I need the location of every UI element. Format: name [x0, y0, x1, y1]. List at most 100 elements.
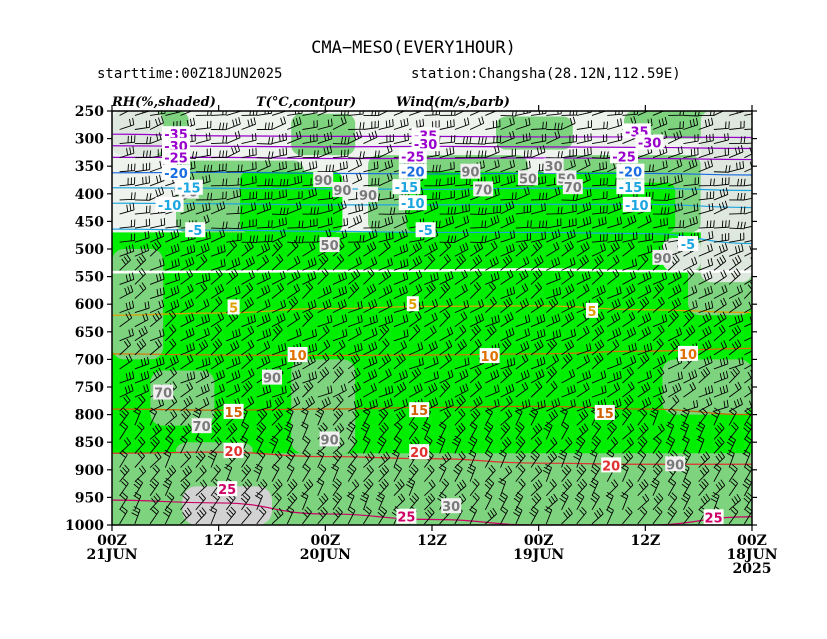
wind-barb	[149, 287, 165, 299]
wind-barb	[256, 408, 268, 426]
wind-barb	[683, 256, 698, 271]
rh-label-box	[441, 498, 462, 514]
wind-barb	[317, 396, 331, 412]
wind-barb	[363, 150, 380, 159]
wind-barb	[180, 111, 193, 116]
wind-barb	[667, 297, 682, 313]
wind-barb	[119, 202, 135, 215]
wind-barb	[348, 300, 363, 314]
wind-barb	[728, 478, 738, 496]
wind-barb	[226, 111, 242, 116]
wind-barb	[271, 270, 286, 285]
wind-barb	[134, 162, 151, 173]
wind-barb	[485, 159, 500, 173]
wind-barb	[728, 397, 743, 412]
wind-barb	[424, 464, 435, 482]
wind-barb	[637, 506, 648, 525]
wind-barb	[165, 299, 180, 314]
wind-barb	[195, 327, 210, 342]
wind-barb	[546, 329, 562, 342]
wind-barb	[622, 311, 636, 328]
wind-barb	[347, 240, 361, 257]
wind-barb	[180, 283, 194, 299]
wind-barb	[667, 506, 677, 525]
wind-barb	[469, 478, 480, 497]
wind-barb	[500, 116, 515, 130]
wind-barb	[607, 216, 622, 229]
wind-barb	[378, 144, 393, 159]
wind-barb	[393, 285, 408, 299]
wind-barb	[317, 111, 330, 116]
wind-barb	[683, 399, 699, 412]
wind-barb	[713, 121, 730, 130]
wind-barb	[195, 242, 210, 257]
isotherm-label-box	[174, 179, 203, 195]
wind-barb	[226, 117, 241, 130]
wind-barb	[561, 507, 573, 525]
wind-barb	[728, 366, 740, 384]
wind-barb	[241, 314, 256, 328]
wind-barb	[317, 385, 333, 398]
wind-barb	[285, 435, 294, 454]
wind-barb	[317, 314, 333, 328]
wind-barb	[698, 326, 712, 342]
wind-barb	[729, 232, 745, 243]
wind-barb	[424, 450, 434, 468]
start-time-label: starttime:00Z18JUN2025	[97, 66, 283, 82]
wind-barb	[515, 220, 532, 229]
wind-barb	[195, 314, 211, 328]
wind-barb	[240, 492, 251, 511]
wind-barb	[134, 465, 147, 482]
wind-barb	[210, 354, 225, 370]
wind-barb	[378, 240, 391, 257]
wind-barb	[515, 340, 530, 356]
wind-barb	[713, 254, 727, 271]
y-tick-label: 250	[75, 104, 104, 120]
wind-barb	[165, 324, 177, 342]
wind-barb	[605, 491, 614, 510]
wind-barb	[210, 338, 223, 356]
wind-barb	[637, 253, 649, 271]
isotherm-label: -10	[401, 197, 425, 212]
wind-barb	[652, 423, 665, 440]
isotherm-label: -5	[418, 224, 432, 239]
wind-barb	[743, 492, 752, 511]
isotherm-label-box	[616, 179, 645, 195]
wind-barb	[667, 394, 680, 412]
wind-barb	[515, 149, 532, 159]
wind-barb	[683, 111, 700, 117]
wind-barb	[454, 339, 467, 356]
wind-barb	[698, 230, 714, 243]
wind-barb	[363, 383, 377, 398]
wind-barb	[226, 340, 240, 356]
wind-barb	[348, 342, 363, 356]
wind-barb	[195, 148, 212, 159]
wind-barb	[363, 241, 377, 257]
wind-barb	[286, 478, 298, 497]
wind-barb	[679, 421, 690, 440]
wind-barb	[256, 479, 268, 497]
wind-barb	[393, 272, 409, 285]
rh-label-box	[665, 456, 686, 472]
wind-barb	[667, 130, 683, 144]
x-tick-label-hour: 00Z	[97, 533, 127, 549]
wind-barb	[195, 507, 207, 525]
wind-barb	[179, 435, 188, 454]
wind-barb	[531, 220, 548, 229]
wind-barb	[454, 451, 466, 468]
wind-barb	[454, 111, 465, 116]
wind-barb	[546, 287, 562, 299]
field-legend-label: RH(%,shaded)	[111, 95, 216, 110]
wind-barb	[119, 408, 129, 426]
wind-barb	[606, 241, 620, 257]
wind-barb	[210, 383, 225, 398]
wind-barb	[607, 201, 622, 215]
wind-barb	[698, 202, 714, 215]
wind-barb	[165, 355, 179, 370]
wind-barb	[302, 449, 311, 468]
wind-barb	[576, 133, 592, 145]
wind-barb	[424, 200, 439, 215]
wind-barb	[576, 202, 592, 215]
wind-barb	[622, 297, 635, 313]
wind-barb	[469, 396, 483, 412]
